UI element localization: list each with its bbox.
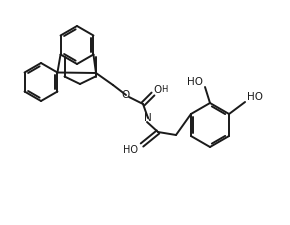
Text: HO: HO	[187, 77, 203, 87]
Text: HO: HO	[247, 92, 263, 102]
Text: HO: HO	[122, 145, 137, 155]
Text: N: N	[144, 113, 152, 123]
Text: O: O	[122, 90, 130, 100]
Text: H: H	[161, 85, 167, 94]
Text: O: O	[154, 85, 162, 95]
